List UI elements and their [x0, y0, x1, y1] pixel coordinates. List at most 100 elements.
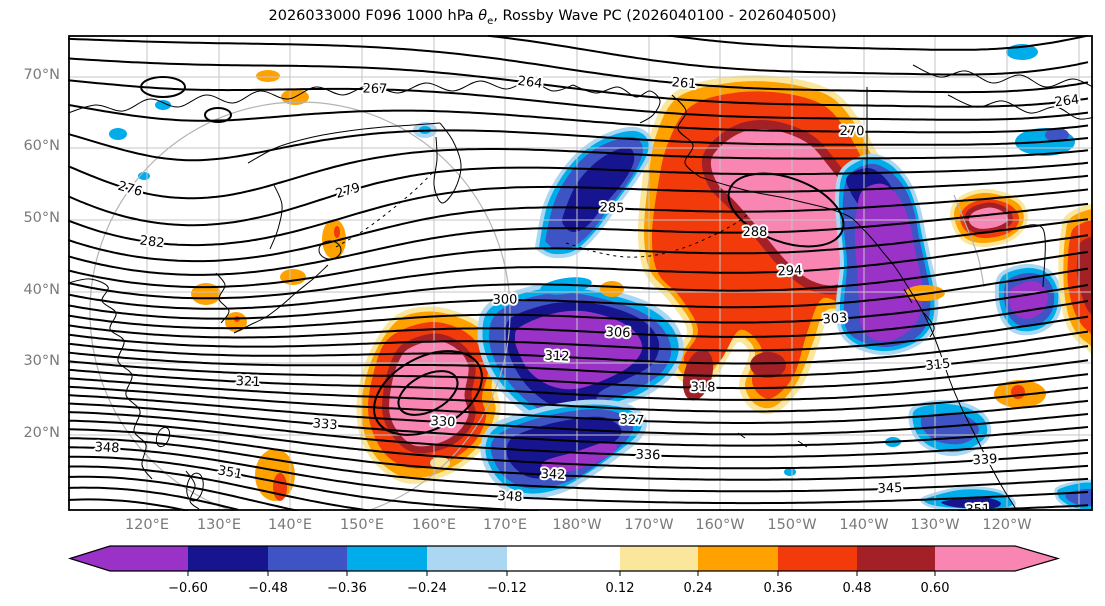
contour-labels: 261 264 264 267 270 276 279 282 285 288 294 300 303 3…: [92, 72, 1082, 511]
x-tick-label: 140°W: [839, 517, 889, 533]
anomaly-patch: [322, 219, 346, 259]
colorbar-segment: [620, 546, 698, 571]
y-tick-label: 30°N: [23, 353, 60, 369]
contour-label: 306: [605, 325, 631, 341]
contour-label: 351: [965, 502, 990, 511]
contour-label: 288: [742, 225, 767, 240]
anomaly-patch: [1011, 385, 1025, 399]
plot-frame: [68, 35, 1093, 511]
anomaly-patch: [256, 70, 280, 82]
x-tick-label: 130°W: [910, 517, 960, 533]
contour-label: 321: [235, 374, 261, 390]
colorbar-tick-label: −0.36: [327, 581, 367, 596]
contour-label: 300: [493, 292, 518, 307]
x-tick-label: 120°W: [982, 517, 1032, 533]
colorbar-tick-label: 0.12: [606, 581, 635, 596]
contour-label: 318: [690, 380, 715, 395]
contour-label: 351: [216, 463, 243, 482]
contour-label: 339: [972, 452, 998, 469]
x-tick-label: 160°E: [411, 517, 457, 533]
south-negative-purple: [541, 441, 618, 475]
y-tick-label: 60°N: [23, 138, 60, 154]
contour-label: 270: [840, 124, 865, 139]
anomaly-patch: [273, 473, 287, 501]
anomaly-patch: [191, 283, 221, 305]
x-tick-label: 170°W: [624, 517, 674, 533]
contour-label: 315: [925, 356, 951, 374]
x-tick-label: 150°W: [767, 517, 817, 533]
contour-label: 333: [312, 416, 338, 433]
contour-label: 264: [517, 74, 544, 92]
contour-label: 279: [334, 180, 362, 202]
farright-positive-core: [1076, 236, 1093, 317]
anomaly-patch: [109, 128, 127, 140]
x-tick-label: 160°W: [695, 517, 745, 533]
great-circle-overlay: [89, 101, 985, 511]
contour-label: 348: [497, 489, 523, 505]
colorbar-segment: [698, 546, 778, 571]
anomaly-patch: [1045, 128, 1069, 142]
contour-label: 267: [362, 82, 387, 98]
y-tick-label: 50°N: [23, 210, 60, 226]
contour-label: 303: [822, 311, 848, 328]
x-tick-label: 150°E: [339, 517, 385, 533]
anomaly-patch: [750, 352, 786, 378]
contour-label: 264: [1054, 92, 1080, 110]
colorbar-segment: [778, 546, 857, 571]
colorbar-segment: [110, 546, 188, 571]
contour-label: 285: [599, 201, 624, 217]
colorbar-tick-label: 0.36: [764, 581, 793, 596]
contour-label: 294: [777, 263, 802, 279]
contour-label: 282: [139, 233, 166, 251]
contour-label: 330: [430, 414, 456, 430]
bc-positive-core: [964, 202, 1013, 234]
colorbar-right-arrow: [1015, 546, 1058, 571]
contour-label: 348: [94, 440, 120, 456]
colorbar-tick-label: −0.12: [487, 581, 527, 596]
colorbar-tick-label: 0.60: [921, 581, 950, 596]
colorbar-segment: [507, 546, 620, 571]
bering-negative-navy: [562, 147, 635, 233]
anomaly-patch: [540, 277, 592, 295]
anomaly-patch: [225, 312, 247, 332]
theta-symbol: θ: [478, 8, 488, 24]
shaded-anomaly-regions: [109, 44, 1093, 511]
contour-label: 342: [540, 467, 565, 483]
contour-label: 336: [635, 448, 660, 464]
map-content: 261 264 264 267 270 276 279 282 285 288 294 300 303 3…: [68, 35, 1093, 511]
contour-label: 276: [116, 179, 144, 200]
y-tick-label: 40°N: [23, 282, 60, 298]
anomaly-patch: [600, 281, 624, 297]
colorbar: −0.60 −0.48 −0.36 −0.24 −0.12 0.12 0.24 0.36 0.4…: [67, 545, 1061, 596]
anomaly-patch: [334, 226, 340, 238]
colorbar-segment: [188, 546, 268, 571]
colorbar-segment: [268, 546, 347, 571]
colorbar-tick-label: −0.48: [248, 581, 288, 596]
colorbar-segment: [857, 546, 935, 571]
colorbar-segment: [427, 546, 507, 571]
x-tick-label: 140°E: [267, 517, 313, 533]
se-negative-2-core: [941, 496, 1001, 509]
anomaly-patch: [784, 468, 796, 476]
colorbar-tick-label: 0.24: [684, 581, 713, 596]
anomaly-patch: [430, 457, 450, 469]
x-tick-label: 180°W: [552, 517, 602, 533]
contour-map-canvas: 261 264 264 267 270 276 279 282 285 288 294 300 303 3…: [68, 35, 1093, 511]
x-tick-label: 170°E: [482, 517, 528, 533]
x-tick-label: 130°E: [196, 517, 242, 533]
x-tick-label: 120°E: [124, 517, 170, 533]
colorbar-segment: [347, 546, 427, 571]
y-tick-label: 70°N: [23, 67, 60, 83]
anomaly-patch: [155, 100, 171, 110]
colorbar-tick-label: 0.48: [843, 581, 872, 596]
colorbar-segment: [935, 546, 1015, 571]
contour-label: 312: [544, 348, 570, 364]
colorbar-left-arrow: [70, 546, 110, 571]
colorbar-tick-label: −0.24: [407, 581, 447, 596]
contour-label: 327: [619, 413, 644, 429]
chart-title: 2026033000 F096 1000 hPa θe, Rossby Wave…: [268, 8, 837, 27]
contour-label: 345: [877, 481, 902, 497]
colorbar-tick-label: −0.60: [168, 581, 208, 596]
y-tick-label: 20°N: [23, 425, 60, 441]
